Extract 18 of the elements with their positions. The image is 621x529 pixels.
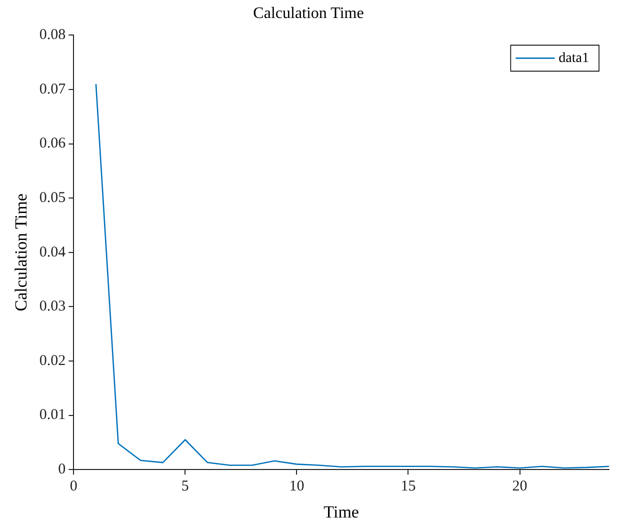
x-tick-label: 0 bbox=[70, 478, 78, 495]
y-axis-title: Calculation Time bbox=[12, 194, 31, 312]
chart-title: Calculation Time bbox=[253, 4, 364, 22]
x-tick-label: 10 bbox=[289, 478, 304, 495]
x-axis-title: Time bbox=[324, 502, 359, 522]
y-tick-label: 0.01 bbox=[39, 407, 66, 424]
y-tick-label: 0.07 bbox=[39, 81, 66, 98]
y-tick-label: 0.08 bbox=[39, 27, 66, 44]
y-tick-label: 0.02 bbox=[39, 352, 66, 369]
y-tick-label: 0.04 bbox=[39, 244, 66, 260]
legend-label: data1 bbox=[558, 50, 590, 66]
y-tick-label: 0.03 bbox=[39, 298, 66, 315]
y-tick-label: 0 bbox=[58, 462, 66, 478]
x-tick-label: 20 bbox=[512, 478, 528, 495]
x-tick-label: 5 bbox=[181, 478, 189, 495]
y-tick-label: 0.06 bbox=[39, 136, 66, 152]
y-tick-label: 0.05 bbox=[39, 190, 66, 206]
x-tick-label: 15 bbox=[400, 478, 416, 495]
